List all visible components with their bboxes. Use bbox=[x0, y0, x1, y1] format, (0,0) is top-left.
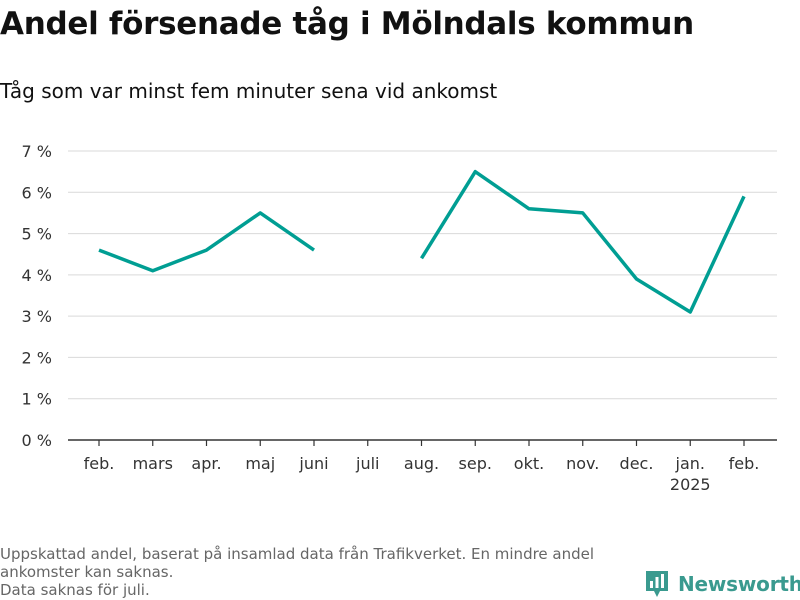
y-tick-label: 4 % bbox=[22, 266, 52, 285]
x-tick-label: mars bbox=[133, 454, 173, 473]
series-line-segment bbox=[98, 211, 315, 273]
series-line-segment bbox=[420, 169, 746, 314]
x-tick-label: sep. bbox=[459, 454, 492, 473]
x-tick-label: feb. bbox=[84, 454, 115, 473]
chart-title: Andel försenade tåg i Mölndals kommun bbox=[0, 6, 694, 42]
x-tick-label: apr. bbox=[191, 454, 221, 473]
footnote-source: Uppskattad andel, baserat på insamlad da… bbox=[0, 545, 595, 581]
x-tick-label: okt. bbox=[514, 454, 544, 473]
x-tick-label: maj bbox=[245, 454, 275, 473]
y-tick-label: 2 % bbox=[22, 348, 52, 367]
x-tick-label: juli bbox=[355, 454, 379, 473]
y-tick-label: 0 % bbox=[22, 431, 52, 450]
bar-chart-icon bbox=[646, 571, 668, 597]
y-tick-label: 7 % bbox=[22, 142, 52, 161]
x-tick-label: nov. bbox=[566, 454, 599, 473]
brand-name: Newsworthy bbox=[678, 572, 800, 596]
chart-footnote: Uppskattad andel, baserat på insamlad da… bbox=[0, 545, 640, 599]
y-tick-label: 1 % bbox=[22, 390, 52, 409]
y-tick-label: 5 % bbox=[22, 225, 52, 244]
footnote-missing-data: Data saknas för juli. bbox=[0, 581, 150, 599]
newsworthy-logo[interactable]: Newsworthy bbox=[644, 569, 800, 599]
x-tick-label: aug. bbox=[404, 454, 439, 473]
y-tick-label: 6 % bbox=[22, 183, 52, 202]
chart-subtitle: Tåg som var minst fem minuter sena vid a… bbox=[0, 79, 498, 103]
x-tick-label: juni bbox=[298, 454, 328, 473]
y-tick-label: 3 % bbox=[22, 307, 52, 326]
x-tick-label: dec. bbox=[620, 454, 654, 473]
x-tick-label: feb. bbox=[729, 454, 760, 473]
x-tick-label: jan. bbox=[675, 454, 705, 473]
x-tick-year-label: 2025 bbox=[670, 475, 711, 494]
